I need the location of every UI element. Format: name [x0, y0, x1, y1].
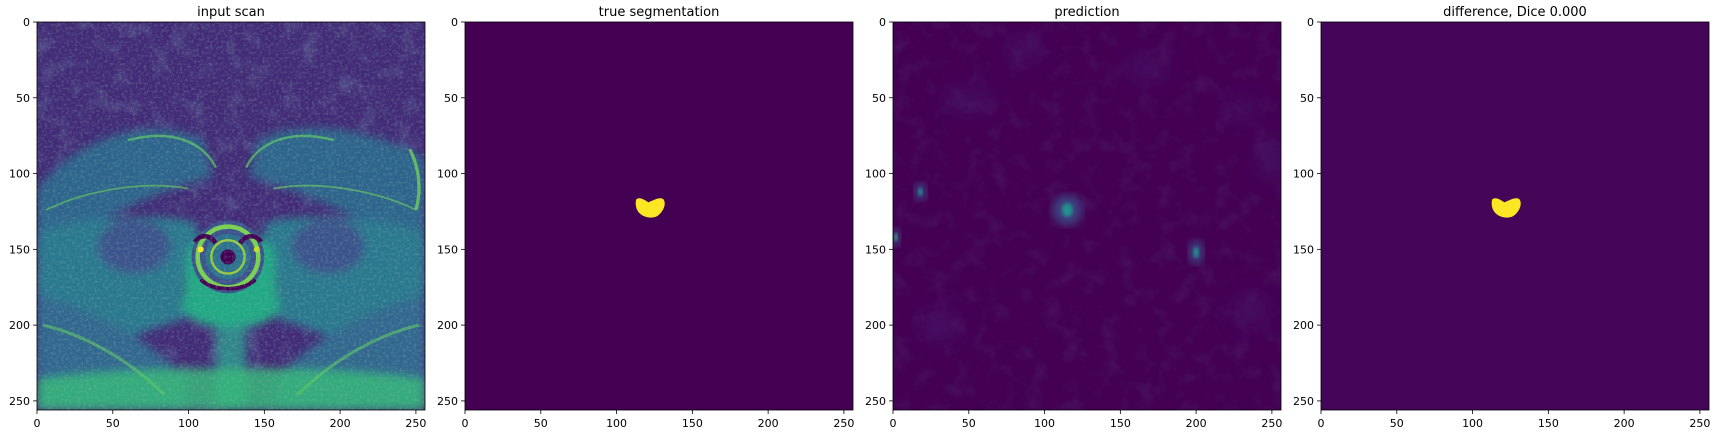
difference-mask [1491, 198, 1521, 218]
y-tick-label: 250 [1293, 395, 1314, 408]
panel-title: difference, Dice 0.000 [1443, 5, 1587, 20]
y-tick-label: 100 [437, 168, 458, 181]
y-tick-label: 100 [865, 168, 886, 181]
panel-title: true segmentation [599, 5, 720, 20]
y-tick-label: 150 [865, 243, 886, 256]
y-tick-label: 150 [9, 243, 30, 256]
x-tick-label: 150 [254, 417, 275, 430]
x-tick-label: 200 [330, 417, 351, 430]
x-tick-label: 250 [1261, 417, 1282, 430]
x-tick-label: 250 [405, 417, 426, 430]
y-tick-label: 0 [1307, 16, 1314, 29]
x-tick-label: 0 [462, 417, 469, 430]
y-tick-label: 100 [1293, 168, 1314, 181]
x-tick-label: 100 [606, 417, 627, 430]
prediction-hotspot-core [894, 233, 898, 242]
segmentation-mask [635, 198, 665, 218]
y-axis: 0 50 100 150 200 250 [1293, 16, 1321, 408]
panel-true-segmentation: true segmentation 0 50 100 150 200 250 0 50 100… [437, 5, 854, 430]
y-tick-label: 0 [451, 16, 458, 29]
y-tick-label: 50 [444, 92, 458, 105]
x-tick-label: 100 [1462, 417, 1483, 430]
x-tick-label: 150 [682, 417, 703, 430]
x-tick-label: 250 [833, 417, 854, 430]
panel-difference: difference, Dice 0.000 0 50 100 150 200 250 0… [1293, 5, 1710, 430]
y-tick-label: 0 [23, 16, 30, 29]
x-tick-label: 50 [106, 417, 120, 430]
heatmap-image [1320, 21, 1710, 411]
y-tick-label: 50 [16, 92, 30, 105]
prediction-hotspots [893, 182, 1204, 265]
y-tick-label: 50 [1300, 92, 1314, 105]
y-tick-label: 200 [9, 319, 30, 332]
x-axis: 0 50 100 150 200 250 [890, 410, 1282, 430]
prediction-hotspot-core [918, 187, 923, 196]
x-tick-label: 0 [34, 417, 41, 430]
heatmap-image [464, 21, 854, 411]
y-tick-label: 150 [1293, 243, 1314, 256]
heatmap-image [892, 21, 1282, 411]
y-tick-label: 250 [9, 395, 30, 408]
y-tick-label: 150 [437, 243, 458, 256]
y-tick-label: 200 [865, 319, 886, 332]
panel-prediction: prediction 0 50 100 150 200 250 0 50 100 150 200 [865, 5, 1282, 430]
x-axis: 0 50 100 150 200 250 [34, 410, 426, 430]
heatmap-image [36, 21, 426, 411]
y-tick-label: 250 [437, 395, 458, 408]
y-tick-label: 100 [9, 168, 30, 181]
x-tick-label: 150 [1110, 417, 1131, 430]
x-tick-label: 150 [1538, 417, 1559, 430]
panel-title: prediction [1054, 5, 1119, 20]
x-axis: 0 50 100 150 200 250 [462, 410, 854, 430]
y-tick-label: 0 [879, 16, 886, 29]
x-tick-label: 50 [1390, 417, 1404, 430]
panel-input-scan: input scan [9, 5, 426, 430]
x-tick-label: 0 [1318, 417, 1325, 430]
x-tick-label: 50 [534, 417, 548, 430]
x-tick-label: 200 [758, 417, 779, 430]
prediction-hotspot-core [1193, 246, 1199, 258]
y-axis: 0 50 100 150 200 250 [865, 16, 893, 408]
panel-title: input scan [197, 5, 265, 20]
x-tick-label: 100 [1034, 417, 1055, 430]
y-tick-label: 200 [1293, 319, 1314, 332]
x-tick-label: 100 [178, 417, 199, 430]
prediction-hotspot-core [1061, 203, 1073, 217]
x-tick-label: 50 [962, 417, 976, 430]
y-tick-label: 200 [437, 319, 458, 332]
x-tick-label: 200 [1614, 417, 1635, 430]
x-tick-label: 200 [1186, 417, 1207, 430]
y-tick-label: 250 [865, 395, 886, 408]
y-tick-label: 50 [872, 92, 886, 105]
x-tick-label: 250 [1689, 417, 1710, 430]
y-axis: 0 50 100 150 200 250 [9, 16, 37, 408]
x-tick-label: 0 [890, 417, 897, 430]
x-axis: 0 50 100 150 200 250 [1318, 410, 1710, 430]
y-axis: 0 50 100 150 200 250 [437, 16, 465, 408]
